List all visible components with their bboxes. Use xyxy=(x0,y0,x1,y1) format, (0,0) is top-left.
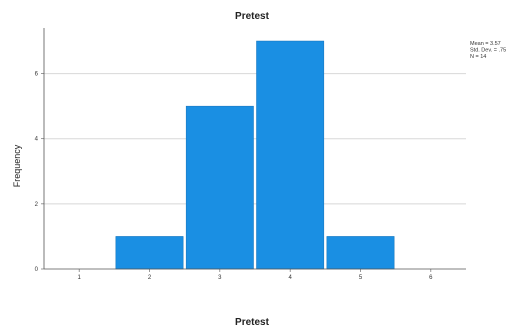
stats-line: Mean = 3.57 xyxy=(470,41,501,47)
bar-5 xyxy=(327,236,394,269)
y-tick-label: 2 xyxy=(35,202,39,208)
x-axis-label: Pretest xyxy=(235,317,270,328)
x-tick-labels: 1 2 3 4 5 6 xyxy=(77,269,433,281)
axes xyxy=(44,28,466,269)
y-tick-label: 0 xyxy=(35,267,39,273)
x-tick-label: 5 xyxy=(359,275,363,281)
stats-line: N = 14 xyxy=(470,54,486,60)
x-tick-label: 3 xyxy=(218,275,222,281)
bar-3 xyxy=(186,106,253,269)
grid-lines xyxy=(44,74,466,204)
bar-4 xyxy=(257,41,324,269)
y-tick-labels: 0 2 4 6 xyxy=(35,72,44,273)
chart-title: Pretest xyxy=(235,11,270,22)
y-tick-label: 4 xyxy=(35,137,39,143)
x-tick-label: 6 xyxy=(429,275,433,281)
y-tick-label: 6 xyxy=(35,72,39,78)
x-tick-label: 2 xyxy=(148,275,152,281)
x-tick-label: 4 xyxy=(288,275,292,281)
x-tick-label: 1 xyxy=(77,275,81,281)
y-axis-label: Frequency xyxy=(12,144,22,187)
bar-2 xyxy=(116,236,183,269)
stats-line: Std. Dev. = .75 xyxy=(470,48,506,54)
bars xyxy=(116,41,394,269)
